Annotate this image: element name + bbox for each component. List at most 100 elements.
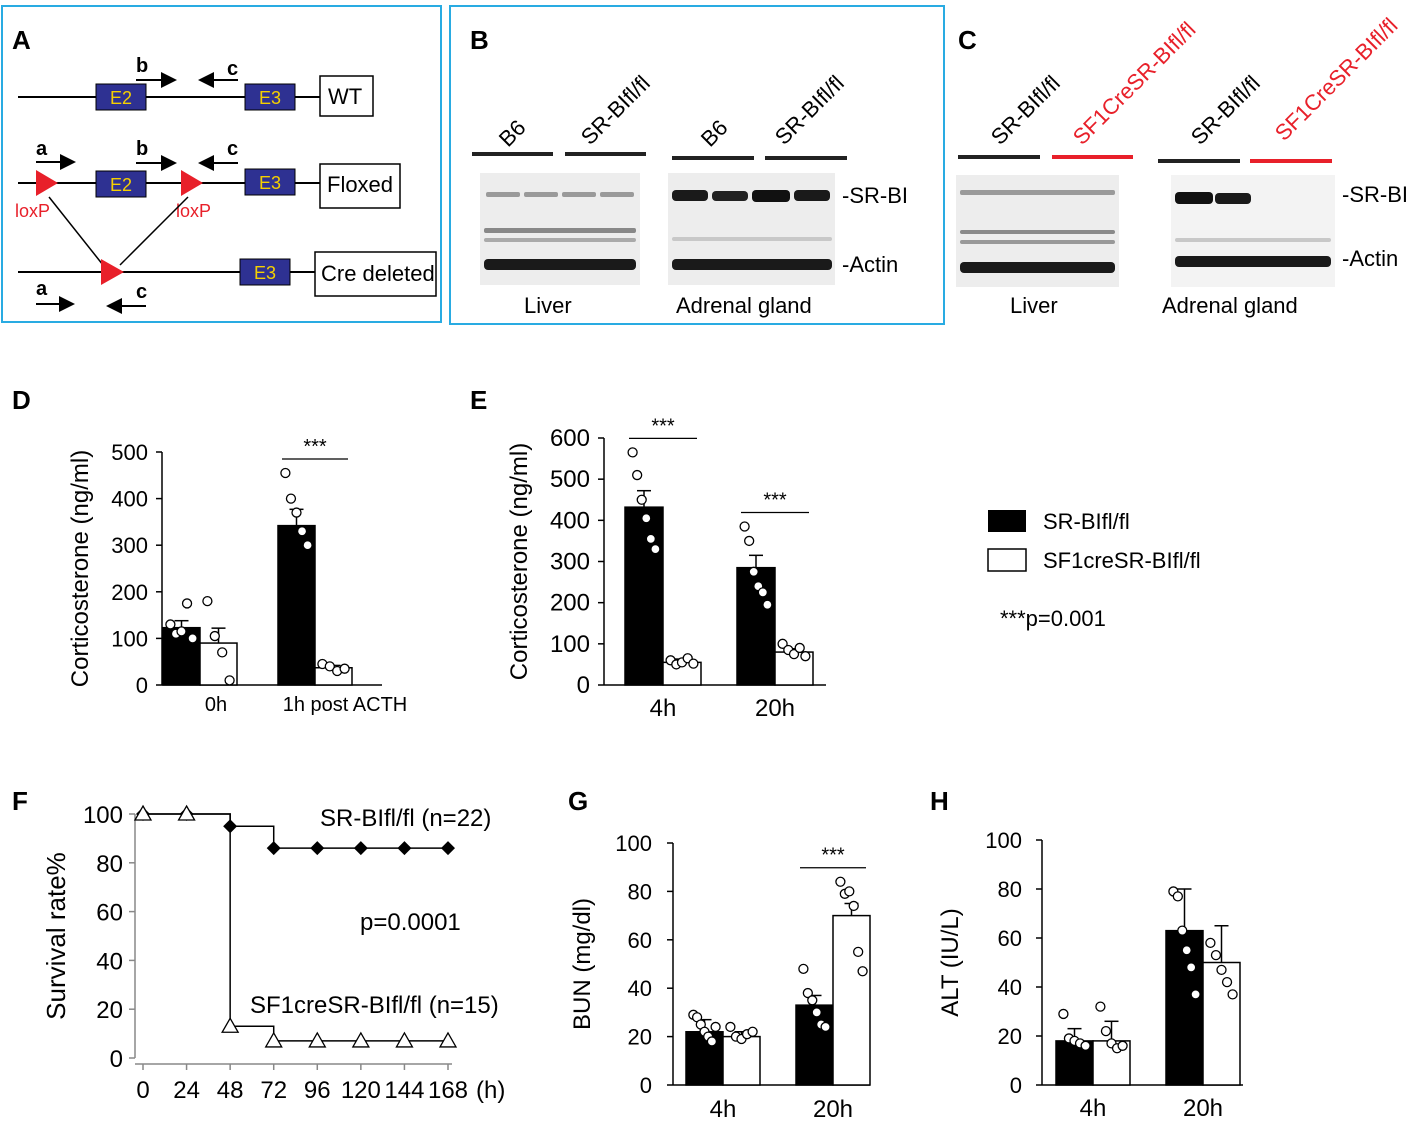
data-point bbox=[1210, 950, 1222, 961]
x-tick-label: 0 bbox=[136, 1077, 149, 1104]
data-point bbox=[181, 598, 193, 609]
blot-band-label: -Actin bbox=[842, 252, 898, 277]
data-point bbox=[807, 995, 818, 1006]
loxp-label-right: loxP bbox=[176, 201, 211, 221]
survival-marker bbox=[308, 1031, 327, 1048]
floxed-e2-label: E2 bbox=[110, 175, 132, 195]
blot-c-liver-bands bbox=[960, 190, 1115, 273]
wt-exon-e2 bbox=[95, 83, 147, 111]
data-point bbox=[798, 963, 809, 974]
loxp-triangle-right bbox=[181, 170, 203, 196]
x-tick-label: 1h post ACTH bbox=[283, 694, 408, 716]
x-tick-label: 0h bbox=[205, 694, 227, 716]
y-tick-label: 40 bbox=[628, 976, 652, 1001]
panel-b-frame bbox=[449, 5, 945, 325]
y-tick-label: 100 bbox=[550, 631, 590, 658]
wt-exon-e3 bbox=[244, 83, 296, 111]
x-tick-label: 4h bbox=[650, 695, 677, 722]
x-tick-label: 120 bbox=[341, 1077, 381, 1104]
bar bbox=[795, 1004, 834, 1086]
data-point bbox=[302, 540, 313, 551]
chart-e: 0 100 200 300 400 500 600 Corticosterone (ng/ml… bbox=[506, 415, 826, 722]
blot-b-lane-label: B6 bbox=[494, 115, 531, 152]
chart-h: 0 20 40 60 80 100 ALT (IU/L) 4h 20h bbox=[937, 828, 1243, 1122]
bar bbox=[162, 626, 201, 686]
y-tick-label: 200 bbox=[111, 580, 148, 605]
bar bbox=[277, 524, 316, 686]
legend-swatch-white bbox=[987, 548, 1027, 572]
data-point bbox=[1216, 964, 1227, 975]
bar bbox=[832, 914, 871, 1086]
data-point bbox=[688, 658, 699, 669]
y-axis-label: BUN (mg/dl) bbox=[569, 898, 596, 1030]
panel-a-letter: A bbox=[12, 25, 31, 55]
data-point bbox=[844, 886, 855, 897]
panel-c-letter: C bbox=[958, 25, 977, 55]
data-point bbox=[748, 566, 759, 577]
survival-marker bbox=[221, 1016, 240, 1033]
floxed-box bbox=[319, 163, 401, 209]
y-tick-label: 20 bbox=[628, 1025, 652, 1050]
survival-marker bbox=[438, 1031, 458, 1048]
x-tick-label: 4h bbox=[710, 1096, 737, 1123]
data-point bbox=[777, 638, 788, 649]
data-point bbox=[848, 900, 859, 912]
panel-b-letter: B bbox=[470, 25, 489, 55]
y-axis-label: Corticosterone (ng/ml) bbox=[67, 450, 94, 687]
blot-c-lane-label: SF1CreSR-BIfl/fl bbox=[1068, 17, 1201, 150]
data-point bbox=[1095, 1001, 1106, 1012]
data-point bbox=[725, 1021, 736, 1033]
y-tick-label: 0 bbox=[136, 673, 148, 698]
wt-primer-b-label: b bbox=[136, 55, 148, 77]
data-point bbox=[1100, 1025, 1112, 1037]
series-label: SR-BIfl/fl (n=22) bbox=[320, 805, 491, 832]
floxed-exon-e2 bbox=[95, 170, 147, 198]
y-tick-label: 500 bbox=[550, 466, 590, 493]
data-point bbox=[820, 1021, 831, 1033]
blot-band-label: -SR-BI bbox=[1342, 182, 1408, 207]
data-point bbox=[645, 533, 656, 545]
y-tick-label: 500 bbox=[111, 440, 148, 465]
data-point bbox=[739, 521, 750, 532]
data-point bbox=[324, 661, 335, 672]
data-point bbox=[710, 1021, 721, 1033]
survival-marker bbox=[264, 1031, 283, 1048]
floxed-primer-c-label: c bbox=[227, 138, 238, 160]
y-tick-label: 100 bbox=[83, 802, 123, 829]
blot-tissue-label: Liver bbox=[1010, 293, 1058, 318]
data-point bbox=[217, 647, 228, 658]
p-value-label: p=0.0001 bbox=[360, 909, 461, 936]
data-point bbox=[1117, 1040, 1128, 1051]
y-tick-label: 20 bbox=[96, 997, 123, 1024]
data-point bbox=[835, 876, 846, 887]
x-tick-label: 48 bbox=[217, 1077, 244, 1104]
y-tick-label: 0 bbox=[110, 1046, 123, 1073]
data-point bbox=[744, 535, 755, 547]
data-point bbox=[811, 1007, 822, 1018]
loxp-triangle-deleted bbox=[101, 259, 124, 285]
survival-marker bbox=[441, 841, 455, 856]
data-point bbox=[706, 1036, 718, 1047]
recombination-line-right bbox=[119, 196, 189, 266]
data-point bbox=[1058, 1008, 1069, 1020]
cre-box bbox=[314, 251, 437, 297]
data-point bbox=[641, 513, 652, 524]
survival-marker bbox=[395, 1031, 414, 1048]
y-tick-label: 300 bbox=[550, 549, 590, 576]
y-axis-label: Corticosterone (ng/ml) bbox=[506, 443, 533, 680]
cre-label: Cre deleted bbox=[321, 261, 435, 286]
y-axis-label: ALT (IU/L) bbox=[937, 908, 964, 1016]
blot-c-lane-label: SR-BIfl/fl bbox=[986, 70, 1065, 149]
data-point bbox=[757, 587, 768, 598]
x-tick-label: 4h bbox=[1080, 1095, 1107, 1122]
blot-b-lane-label: B6 bbox=[696, 115, 733, 152]
data-point bbox=[339, 663, 350, 674]
x-tick-label: 168 bbox=[428, 1077, 468, 1104]
data-point bbox=[224, 675, 235, 686]
floxed-e3-label: E3 bbox=[259, 173, 281, 193]
wt-e3-label: E3 bbox=[259, 88, 281, 108]
blot-c-lane-label: SF1CreSR-BIfl/fl bbox=[1270, 13, 1403, 146]
y-tick-label: 300 bbox=[111, 533, 148, 558]
floxed-exon-e3 bbox=[244, 168, 296, 196]
